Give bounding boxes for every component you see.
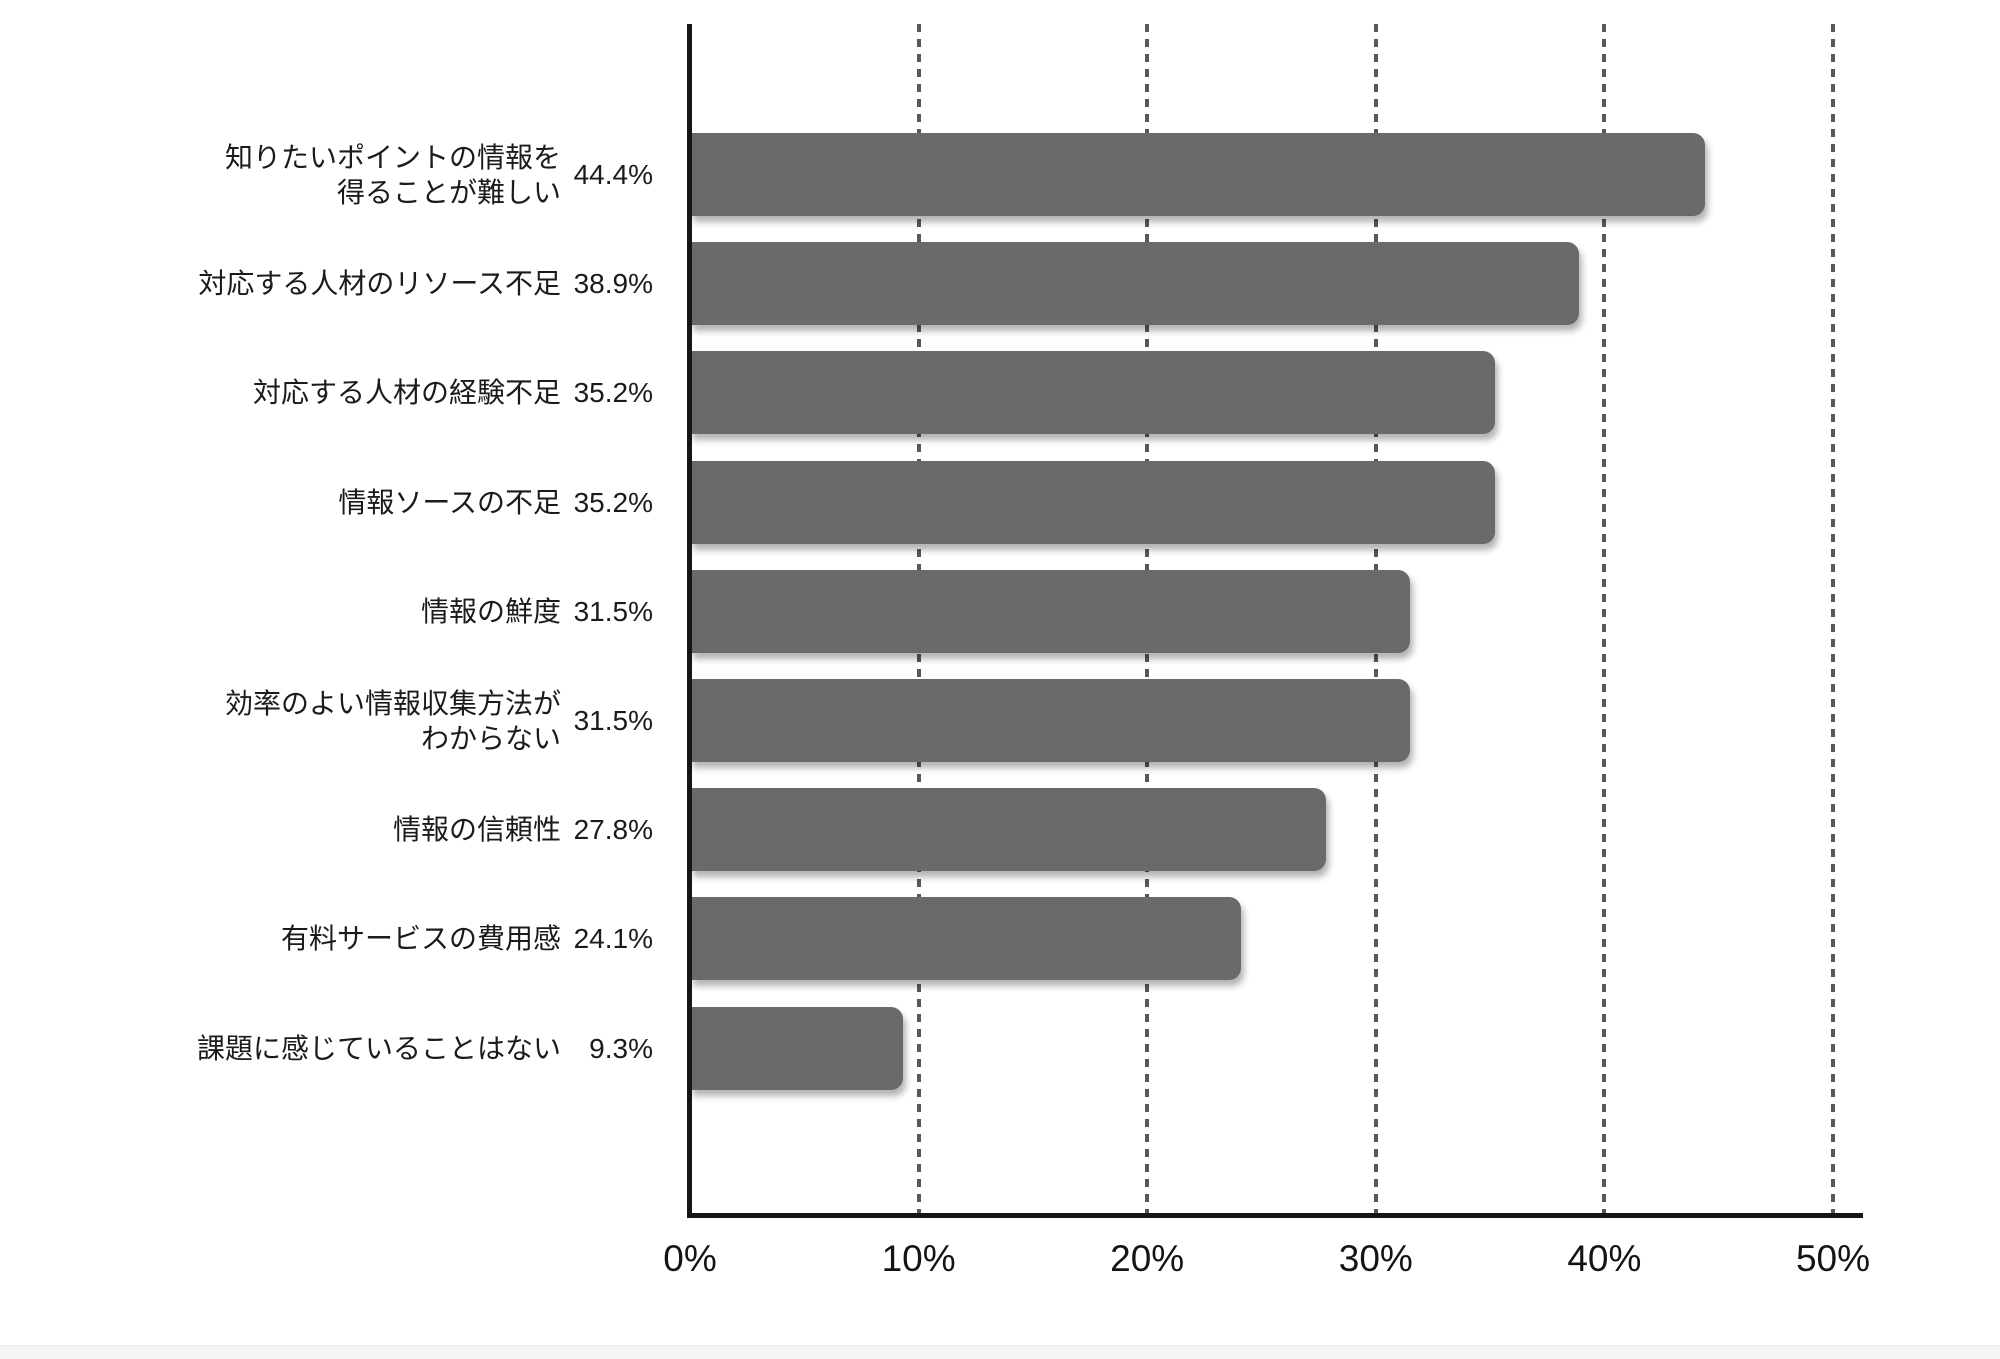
x-axis-tick-label: 40% [1567,1238,1642,1279]
category-label: 対応する人材のリソース不足 [198,268,561,299]
category-label: 効率のよい情報収集方法が わからない [224,687,561,754]
value-label-box: 35.2% [561,461,653,544]
value-label: 35.2% [573,376,653,408]
gridline-50pct [1831,24,1835,1215]
category-label-box: 情報の信頼性 [40,788,561,871]
bar [690,242,1579,325]
x-axis-tick-label: 10% [881,1238,956,1279]
bar [690,461,1495,544]
value-label: 44.4% [573,158,653,190]
value-label-box: 31.5% [561,570,653,653]
bar [690,897,1241,980]
value-label-box: 35.2% [561,351,653,434]
bar [690,133,1705,216]
category-label-box: 情報の鮮度 [40,570,561,653]
x-axis-line [687,1213,1863,1218]
value-label-box: 38.9% [561,242,653,325]
value-label: 27.8% [573,813,653,845]
value-label-box: 27.8% [561,788,653,871]
value-label: 35.2% [573,486,653,518]
x-axis-tick-label: 20% [1110,1238,1185,1279]
category-label: 知りたいポイントの情報を 得ることが難しい [224,141,561,208]
footer-strip [0,1345,2000,1359]
category-label-box: 有料サービスの費用感 [40,897,561,980]
x-axis-tick-label: 0% [663,1238,717,1279]
category-label-box: 情報ソースの不足 [40,461,561,544]
bar [690,570,1410,653]
category-label: 情報の鮮度 [420,596,561,627]
x-axis-tick-label: 30% [1338,1238,1413,1279]
value-label-box: 9.3% [561,1007,653,1090]
category-label-box: 対応する人材のリソース不足 [40,242,561,325]
category-label-box: 知りたいポイントの情報を 得ることが難しい [40,133,561,216]
category-label: 有料サービスの費用感 [280,923,561,954]
category-label: 対応する人材の経験不足 [252,377,561,408]
category-label: 課題に感じていることはない [196,1033,561,1064]
bar [690,351,1495,434]
bar [690,788,1326,871]
bar [690,1007,903,1090]
value-label-box: 31.5% [561,679,653,762]
y-axis-line [687,24,692,1218]
value-label: 38.9% [573,267,653,299]
value-label-box: 44.4% [561,133,653,216]
value-label: 31.5% [573,595,653,627]
bar [690,679,1410,762]
category-label-box: 対応する人材の経験不足 [40,351,561,434]
category-label-box: 効率のよい情報収集方法が わからない [40,679,561,762]
x-axis-tick-label: 50% [1795,1238,1871,1279]
value-label: 31.5% [573,704,653,736]
value-label: 9.3% [589,1032,653,1064]
value-label-box: 24.1% [561,897,653,980]
category-label-box: 課題に感じていることはない [40,1007,561,1090]
category-label: 情報ソースの不足 [338,487,561,518]
gridline-40pct [1602,24,1607,1215]
category-label: 情報の信頼性 [392,814,561,845]
value-label: 24.1% [573,922,653,954]
